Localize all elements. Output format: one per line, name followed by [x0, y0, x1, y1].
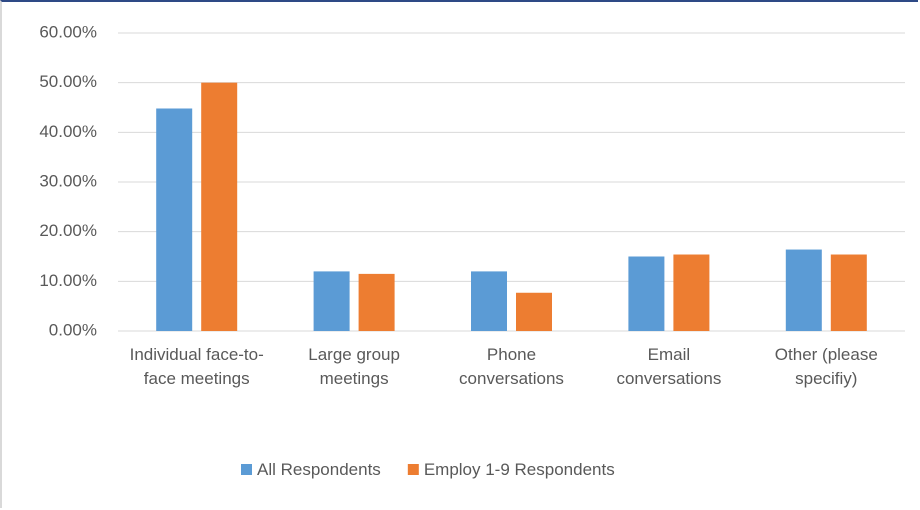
legend-label: All Respondents	[257, 460, 381, 479]
legend-swatch	[407, 464, 419, 475]
y-tick-label: 40.00%	[39, 122, 97, 141]
y-tick-label: 50.00%	[39, 72, 97, 91]
bar	[785, 249, 822, 331]
y-tick-label: 20.00%	[39, 221, 97, 240]
bar	[201, 82, 238, 332]
bar	[313, 271, 350, 331]
legend-label: Employ 1-9 Respondents	[423, 460, 615, 479]
bar	[673, 254, 710, 331]
y-tick-label: 0.00%	[49, 320, 97, 339]
x-tick-label: Phone conversations	[459, 345, 564, 388]
legend-swatch	[241, 464, 252, 475]
x-tick-label: Large group meetings	[308, 345, 400, 388]
y-tick-label: 10.00%	[39, 271, 97, 290]
bar	[156, 108, 193, 331]
bar	[471, 271, 507, 331]
x-tick-label: Email conversations	[616, 345, 722, 388]
x-tick-label: Other (please specifiy)	[774, 345, 878, 388]
bar	[628, 256, 665, 331]
y-tick-label: 60.00%	[39, 22, 97, 41]
bar	[358, 273, 395, 331]
x-tick-label: Individual face-to-face meetings	[129, 345, 264, 388]
y-tick-label: 30.00%	[39, 171, 97, 190]
bar	[516, 292, 552, 331]
bar	[830, 254, 867, 331]
